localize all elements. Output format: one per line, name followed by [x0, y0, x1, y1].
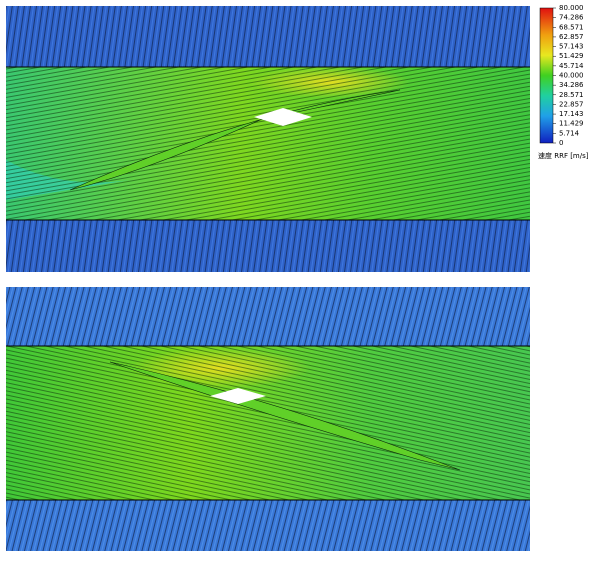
tick-label: 0 — [559, 139, 563, 147]
tick-label: 40.000 — [559, 72, 584, 80]
tick-label: 51.429 — [559, 52, 584, 60]
obstacle — [210, 388, 266, 404]
wake — [69, 89, 401, 191]
tick-label: 34.286 — [559, 81, 584, 89]
tick-label: 68.571 — [559, 23, 584, 31]
top-panel — [6, 6, 530, 272]
streamlines — [6, 67, 530, 220]
tick-label: 80.000 — [559, 4, 584, 12]
lower-region — [6, 500, 530, 551]
wake — [109, 361, 461, 471]
tick-label: 22.857 — [559, 100, 584, 108]
tick-label: 62.857 — [559, 33, 584, 41]
obstacle — [254, 108, 312, 126]
upper-region — [6, 6, 530, 67]
colorbar-label: 速度 RRF [m/s] — [538, 151, 589, 160]
tick-label: 74.286 — [559, 14, 584, 22]
tick-label: 28.571 — [559, 91, 584, 99]
bottom-panel — [6, 287, 530, 551]
upper-region — [6, 287, 530, 346]
tick-label: 17.143 — [559, 110, 584, 118]
colorbar-scale — [539, 7, 554, 144]
tick-label: 57.143 — [559, 43, 584, 51]
streamlines — [6, 346, 530, 500]
lower-region — [6, 220, 530, 272]
tick-label: 5.714 — [559, 129, 580, 137]
tick-label: 45.714 — [559, 62, 584, 70]
tick-label: 11.429 — [559, 120, 584, 128]
